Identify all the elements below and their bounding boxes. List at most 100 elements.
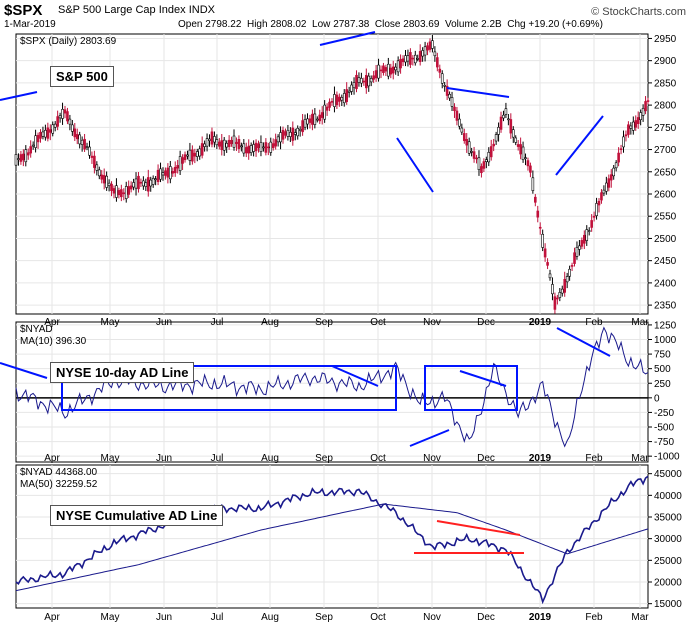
month-label: Dec xyxy=(477,453,495,464)
candle-body xyxy=(166,167,170,178)
index-name: S&P 500 Large Cap Index INDX xyxy=(58,4,215,16)
candle-body xyxy=(328,101,331,108)
candle-body xyxy=(296,127,300,137)
candle-body xyxy=(144,182,148,187)
y-tick-label: -500 xyxy=(654,423,674,434)
candle-body xyxy=(627,124,630,135)
quote-date: 1-Mar-2019 xyxy=(4,19,56,30)
y-tick-label: 2500 xyxy=(654,234,677,245)
candle-body xyxy=(34,135,37,148)
candle-body xyxy=(634,120,638,128)
candle-body xyxy=(406,55,410,62)
candle-body xyxy=(499,116,503,130)
trend-line xyxy=(409,429,450,447)
month-label: Nov xyxy=(423,612,441,623)
candle-body xyxy=(573,252,576,264)
month-label: Nov xyxy=(423,453,441,464)
candle-body xyxy=(509,119,513,134)
candle-body xyxy=(227,139,231,147)
candle-body xyxy=(641,108,645,116)
candle-body xyxy=(411,57,415,60)
candle-body xyxy=(249,145,253,153)
candle-body xyxy=(546,262,549,266)
month-label: Feb xyxy=(585,317,603,328)
ad10-ma-legend: MA(10) 396.30 xyxy=(20,336,87,347)
panel-frame xyxy=(15,464,649,609)
candle-body xyxy=(129,185,133,190)
candle-body xyxy=(100,174,104,180)
candle-body xyxy=(291,127,295,141)
candle-body xyxy=(242,143,246,154)
month-label: Jul xyxy=(211,453,224,464)
candle-body xyxy=(220,140,224,151)
month-label: Nov xyxy=(423,317,441,328)
month-label: 2019 xyxy=(529,453,552,464)
month-label: Mar xyxy=(631,317,649,328)
candle-body xyxy=(142,180,145,187)
candle-body xyxy=(29,146,32,154)
candle-body xyxy=(139,181,143,184)
candle-body xyxy=(511,129,515,138)
candle-body xyxy=(306,118,309,125)
candle-body xyxy=(85,146,89,148)
candle-body xyxy=(487,151,491,163)
candle-body xyxy=(340,97,344,101)
candle-body xyxy=(418,51,422,62)
candle-body xyxy=(259,142,263,152)
adcum-annotation: NYSE Cumulative AD Line xyxy=(50,505,224,526)
adcum-ma-legend: MA(50) 32259.52 xyxy=(20,479,98,490)
candle-body xyxy=(480,166,483,174)
candle-body xyxy=(433,51,437,57)
month-label: Jun xyxy=(156,317,172,328)
y-tick-label: 35000 xyxy=(654,513,682,524)
candle-body xyxy=(413,54,417,64)
candle-body xyxy=(578,245,581,250)
y-tick-label: 0 xyxy=(654,393,660,404)
candle-body xyxy=(330,101,334,103)
y-tick-label: 2800 xyxy=(654,101,677,112)
panel-frame xyxy=(15,33,649,315)
month-label: Aug xyxy=(261,612,279,623)
candle-body xyxy=(450,97,454,107)
candle-body xyxy=(536,210,540,218)
candle-body xyxy=(281,129,285,140)
adcum-legend: $NYAD 44368.00 xyxy=(20,467,98,478)
candle-body xyxy=(73,128,77,138)
candle-body xyxy=(514,137,518,143)
candle-body xyxy=(369,78,373,83)
candle-body xyxy=(531,177,535,191)
month-label: Aug xyxy=(261,453,279,464)
candle-body xyxy=(619,148,623,151)
candle-body xyxy=(624,134,628,137)
candle-body xyxy=(382,65,385,73)
range-box xyxy=(61,365,397,411)
candle-body xyxy=(453,106,456,112)
candle-body xyxy=(71,124,74,132)
candle-body xyxy=(580,240,584,247)
candle-body xyxy=(423,46,427,56)
candle-body xyxy=(462,133,466,141)
candle-body xyxy=(222,139,226,151)
candle-body xyxy=(120,189,123,198)
candle-body xyxy=(320,112,324,118)
candle-body xyxy=(605,182,608,192)
candle-body xyxy=(384,67,388,72)
candle-body xyxy=(237,139,241,149)
candle-body xyxy=(333,94,336,107)
candle-body xyxy=(169,166,172,180)
candle-body xyxy=(492,143,495,147)
month-label: 2019 xyxy=(529,612,552,623)
candle-body xyxy=(416,58,420,60)
candle-body xyxy=(387,63,390,77)
candle-body xyxy=(551,284,554,295)
candle-body xyxy=(646,100,650,102)
candle-body xyxy=(485,159,488,162)
candle-body xyxy=(127,186,130,195)
candle-body xyxy=(583,234,586,244)
ad10-line xyxy=(15,326,649,448)
y-tick-label: 2750 xyxy=(654,123,677,134)
candle-body xyxy=(360,78,363,84)
candle-body xyxy=(455,110,459,121)
candle-body xyxy=(274,139,277,147)
candle-body xyxy=(24,149,28,163)
